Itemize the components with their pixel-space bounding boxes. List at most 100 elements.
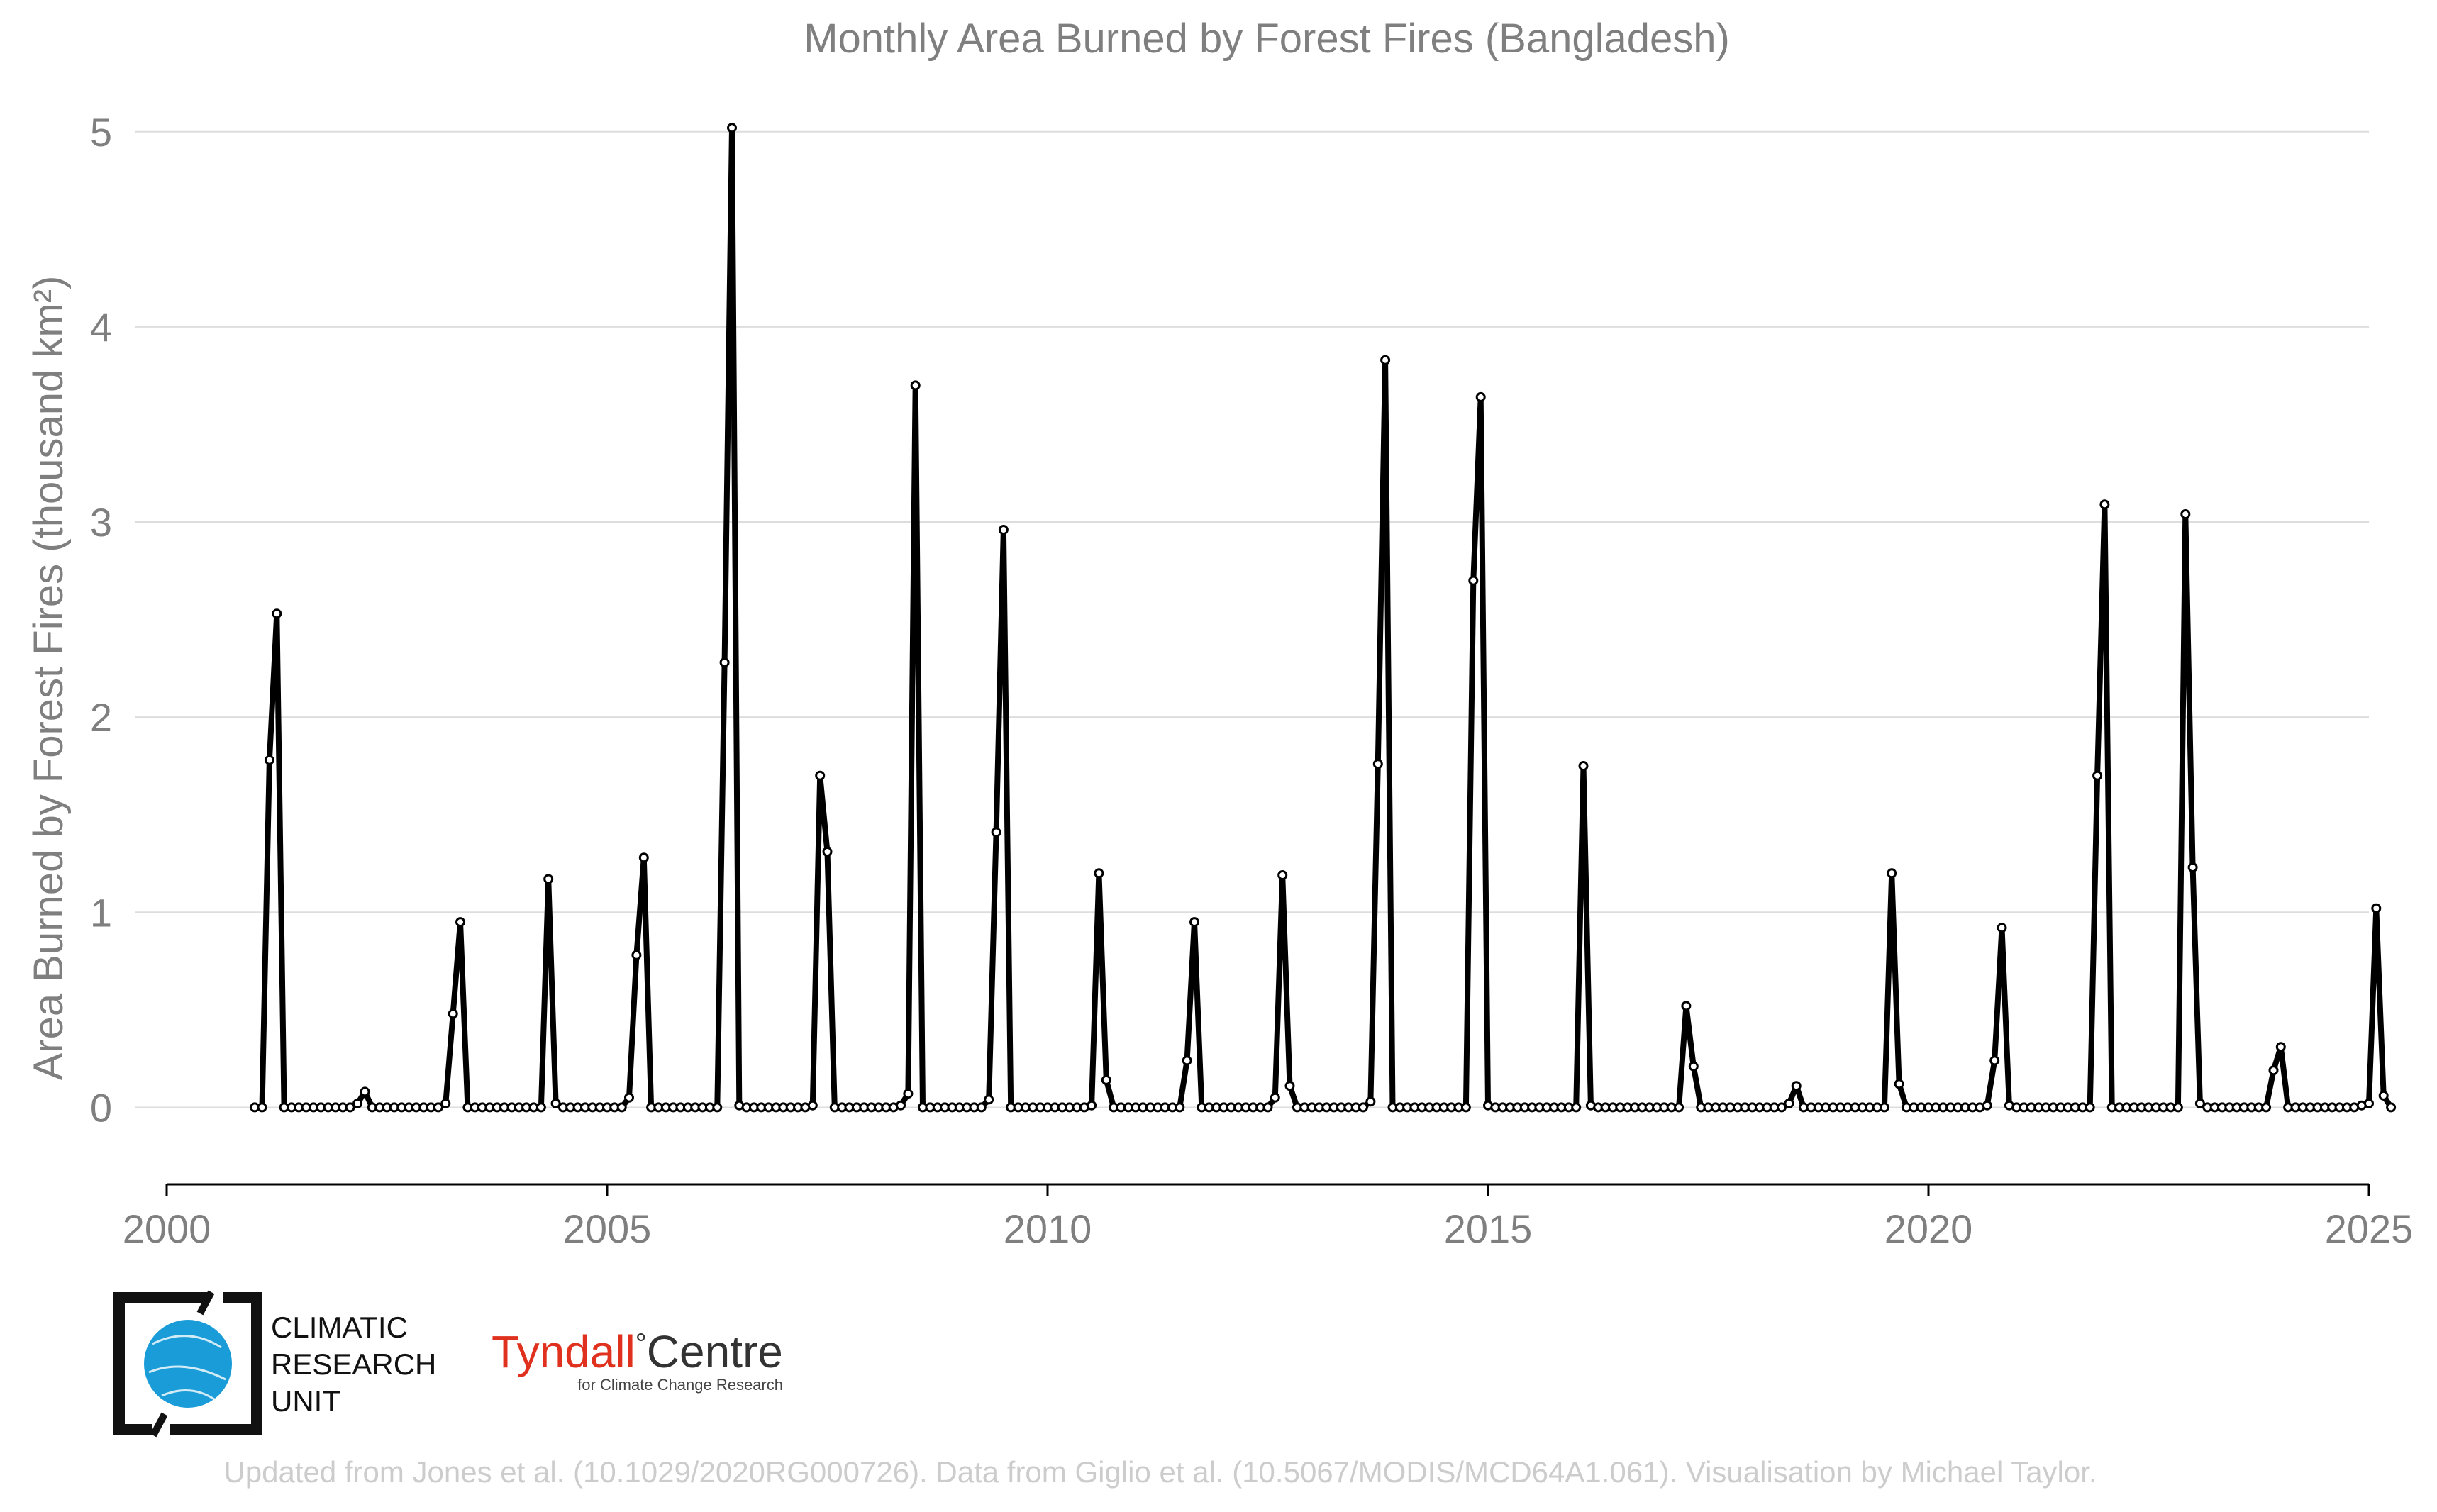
- data-point: [257, 1102, 267, 1113]
- data-point: [440, 1098, 451, 1108]
- tyndall-wordmark: Tyndall°Centre: [492, 1326, 783, 1377]
- y-tick-label: 5: [90, 110, 112, 155]
- data-point: [1284, 1081, 1295, 1091]
- data-point: [998, 525, 1009, 535]
- data-point: [455, 917, 465, 928]
- data-point: [352, 1098, 363, 1108]
- data-point: [2194, 1098, 2205, 1108]
- data-point: [1879, 1102, 1889, 1113]
- data-point: [1277, 870, 1288, 880]
- data-point: [616, 1102, 627, 1113]
- y-tick-label: 0: [90, 1085, 112, 1130]
- data-point: [1087, 1100, 1097, 1111]
- data-point: [727, 123, 737, 133]
- data-point: [1997, 923, 2007, 933]
- cru-logo-bracket-left: [113, 1292, 209, 1435]
- cru-logo-bracket-right: [170, 1292, 262, 1435]
- data-point: [1372, 759, 1383, 769]
- tyndall-name-part2: Centre: [647, 1326, 783, 1377]
- data-point: [2275, 1042, 2286, 1052]
- data-point: [543, 874, 554, 884]
- data-point: [448, 1008, 458, 1019]
- data-point: [1175, 1102, 1185, 1113]
- data-point: [550, 1098, 561, 1108]
- data-point: [719, 657, 730, 668]
- data-point: [1578, 761, 1589, 771]
- y-tick-label: 3: [90, 500, 112, 545]
- y-tick-label: 2: [90, 695, 112, 740]
- data-point: [1468, 575, 1479, 586]
- data-point: [1791, 1081, 1802, 1091]
- x-tick-label: 2020: [1884, 1206, 1973, 1251]
- data-point: [1365, 1096, 1376, 1107]
- data-point: [1571, 1102, 1582, 1113]
- y-tick-label: 1: [90, 890, 112, 935]
- axes: 0 1 2 3 4 5 2000 2005 2010 2015 2020 2025: [90, 110, 2413, 1251]
- data-point: [433, 1102, 443, 1113]
- data-point: [1982, 1100, 1992, 1111]
- data-point: [1475, 391, 1486, 402]
- data-point: [2187, 862, 2198, 872]
- data-point: [903, 1089, 914, 1099]
- series-line: [255, 125, 2394, 1111]
- data-point: [815, 770, 826, 781]
- cru-globe-swirl: [148, 1335, 226, 1402]
- data-point: [345, 1102, 355, 1113]
- data-point: [991, 827, 1001, 838]
- cru-logo-slash-top: [196, 1290, 215, 1316]
- y-axis-label: Area Burned by Forest Fires (thousand km…: [26, 276, 72, 1081]
- data-point: [1358, 1102, 1368, 1113]
- x-tick-label: 2025: [2325, 1206, 2414, 1251]
- data-point: [2371, 903, 2382, 913]
- data-point: [360, 1086, 370, 1097]
- data-point: [2092, 770, 2103, 781]
- data-point: [1262, 1102, 1273, 1113]
- data-point: [822, 847, 833, 857]
- cru-globe-icon: [144, 1320, 232, 1408]
- data-point: [712, 1102, 723, 1113]
- data-point: [1189, 917, 1199, 928]
- data-point: [1688, 1061, 1699, 1072]
- data-point: [1681, 1001, 1692, 1011]
- x-tick-label: 2005: [563, 1206, 652, 1251]
- y-tick-label: 4: [90, 305, 112, 350]
- data-point: [807, 1100, 818, 1111]
- tyndall-logo: Tyndall°Centre for Climate Change Resear…: [492, 1326, 783, 1394]
- data-point: [2180, 509, 2191, 519]
- data-point: [1380, 355, 1391, 365]
- data-point: [1894, 1079, 1904, 1089]
- data-point: [1094, 868, 1104, 879]
- x-tick-label: 2015: [1444, 1206, 1533, 1251]
- data-point: [896, 1100, 906, 1111]
- data-point: [2172, 1102, 2183, 1113]
- data-point: [624, 1092, 634, 1103]
- data-point: [1460, 1102, 1471, 1113]
- chart-title: Monthly Area Burned by Forest Fires (Ban…: [804, 16, 1730, 62]
- data-point: [631, 950, 642, 960]
- data-point: [2268, 1065, 2279, 1076]
- data-point: [1674, 1102, 1684, 1113]
- footer-credit: Updated from Jones et al. (10.1029/2020R…: [223, 1455, 2097, 1489]
- data-point: [638, 852, 649, 863]
- tyndall-degree: °: [635, 1328, 647, 1360]
- data-point: [2378, 1090, 2389, 1101]
- data-point: [264, 755, 274, 765]
- cru-text-line-2: RESEARCH: [271, 1347, 436, 1381]
- data-point: [1101, 1074, 1111, 1085]
- cru-logo-slash-bottom: [150, 1412, 168, 1438]
- data-point: [2261, 1102, 2272, 1113]
- cru-text-line-3: UNIT: [271, 1384, 340, 1418]
- data-point: [1182, 1055, 1192, 1066]
- data-point: [984, 1094, 994, 1105]
- data-point: [535, 1102, 546, 1113]
- series-layer: [250, 123, 2397, 1113]
- cru-text-line-1: CLIMATIC: [271, 1311, 408, 1344]
- cru-logo: CLIMATIC RESEARCH UNIT: [113, 1290, 436, 1438]
- x-tick-label: 2000: [123, 1206, 211, 1251]
- data-point: [910, 380, 921, 391]
- data-point: [272, 608, 282, 619]
- data-point: [1270, 1092, 1280, 1103]
- data-point: [976, 1102, 987, 1113]
